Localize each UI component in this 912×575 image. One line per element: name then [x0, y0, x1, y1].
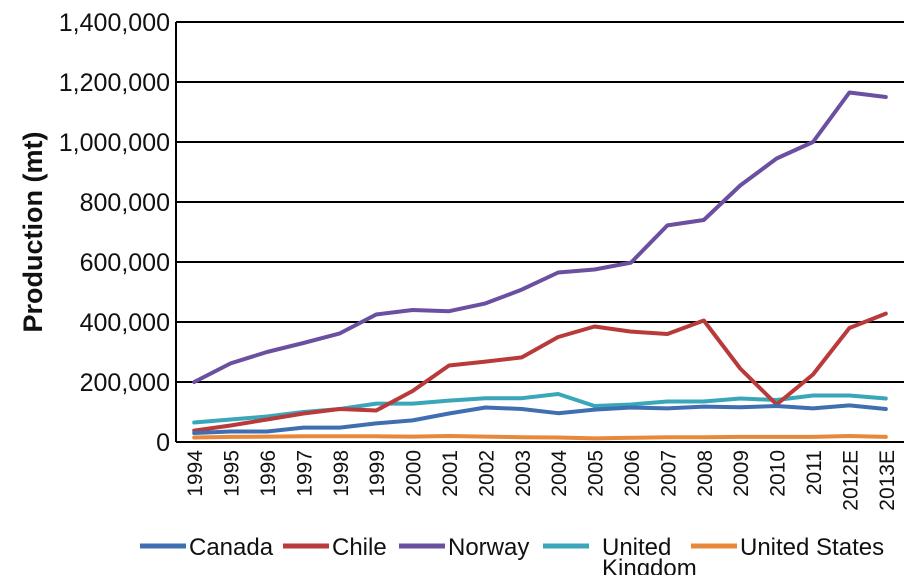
x-tick-label: 1996 — [257, 450, 280, 497]
y-tick-label: 1,000,000 — [59, 129, 170, 157]
y-tick-label: 600,000 — [80, 249, 170, 277]
y-tick-label: 1,200,000 — [59, 69, 170, 97]
x-tick-label: 2012E — [839, 450, 862, 511]
axis-layer — [175, 22, 904, 443]
x-tick-label: 1998 — [330, 450, 353, 497]
x-tick-label: 1994 — [184, 450, 207, 497]
x-tick-label: 2011 — [803, 450, 826, 495]
legend-label: Norway — [448, 534, 529, 561]
series-line — [192, 90, 888, 384]
x-tick-label: 2005 — [585, 450, 608, 497]
x-tick-label: 1999 — [366, 450, 389, 497]
y-axis-ticks: 0 200,000 400,000 600,000 800,000 1,000,000 1,… — [59, 9, 170, 457]
x-tick-label: 2009 — [730, 450, 753, 497]
legend-label: United Kingdom — [602, 534, 697, 575]
x-tick-label: 2008 — [694, 450, 717, 497]
legend: Canada Chile Norway United Kingdom United Sta… — [140, 534, 884, 575]
x-tick-label: 1995 — [221, 450, 244, 497]
y-tick-label: 0 — [156, 429, 170, 457]
y-tick-label: 200,000 — [80, 369, 170, 397]
x-tick-label: 2003 — [512, 450, 535, 497]
x-axis-ticks: 1994 1995 1996 1997 1998 1999 2000 2001 2002 2003… — [184, 450, 899, 511]
x-tick-label: 2006 — [621, 450, 644, 497]
series-layer — [192, 90, 888, 441]
legend-label: United States — [740, 534, 884, 561]
series-line — [192, 311, 888, 433]
x-tick-label: 2002 — [475, 450, 498, 497]
grid-layer — [176, 21, 904, 383]
y-tick-label: 1,400,000 — [59, 9, 170, 37]
x-tick-label: 2013E — [876, 450, 899, 511]
legend-label: Chile — [332, 534, 387, 561]
y-tick-label: 800,000 — [80, 189, 170, 217]
x-tick-label: 2000 — [403, 450, 426, 497]
y-tick-label: 400,000 — [80, 309, 170, 337]
x-tick-label: 2010 — [767, 450, 790, 497]
x-tick-label: 2007 — [657, 450, 680, 497]
series-line — [192, 434, 888, 441]
y-axis-title: Production (mt) — [18, 132, 48, 333]
x-tick-label: 2004 — [548, 450, 571, 497]
x-tick-label: 1997 — [293, 450, 316, 497]
series-line — [192, 403, 888, 435]
legend-label: Canada — [189, 534, 274, 561]
x-tick-label: 2001 — [439, 450, 462, 497]
